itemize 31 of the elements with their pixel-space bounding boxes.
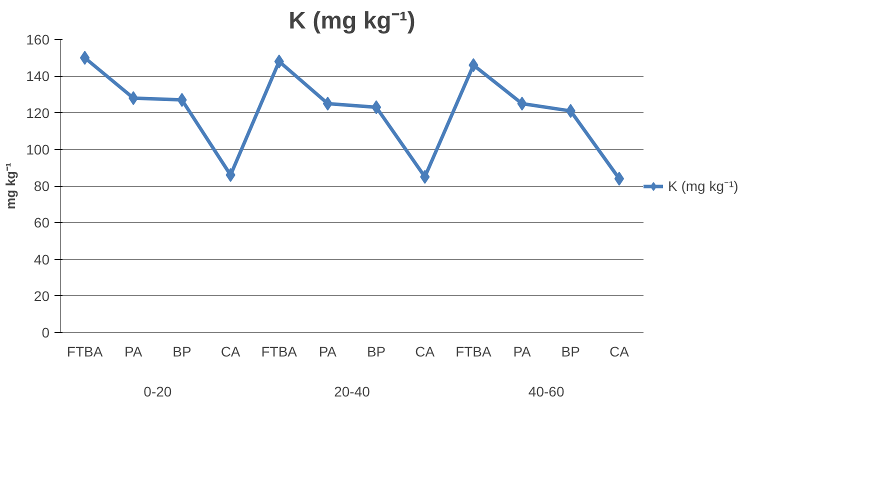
- text: 0-20: [144, 384, 172, 400]
- x-tick-label: FTBA: [456, 344, 492, 360]
- x-tick-label: BP: [172, 344, 192, 360]
- y-tick-label: 100: [26, 141, 50, 158]
- x-tick-label: PA: [318, 344, 338, 360]
- chart-title: K (mg kg⁻¹): [288, 8, 416, 34]
- y-tick-label: 0: [42, 324, 50, 340]
- text: 20-40: [334, 384, 370, 400]
- legend-label: K (mg kg⁻¹): [668, 177, 738, 195]
- text: 40-60: [528, 384, 564, 400]
- y-tick-label: 40: [34, 251, 50, 268]
- y-tick-label: 80: [34, 178, 50, 194]
- point: [80, 50, 90, 65]
- y-tick-label: 60: [34, 214, 50, 231]
- x-tick-label: CA: [609, 344, 630, 360]
- x-tick-label: FTBA: [261, 344, 298, 360]
- x-tick-label: FTBA: [66, 344, 104, 360]
- x-tick-label: CA: [415, 344, 436, 360]
- y-tick-label: 120: [26, 104, 50, 121]
- y-tick-label: 140: [26, 68, 50, 84]
- x-tick-label: CA: [220, 344, 241, 360]
- point: [322, 96, 333, 111]
- y-axis-title: mg kg⁻¹: [3, 162, 18, 210]
- y-tick-label: 20: [34, 288, 50, 304]
- x-tick-label: PA: [124, 344, 143, 360]
- point: [614, 172, 624, 186]
- x-tick-label: BP: [561, 344, 580, 360]
- y-tick-label: 160: [26, 32, 50, 48]
- x-tick-label: BP: [366, 344, 386, 360]
- point: [371, 100, 382, 114]
- x-tick-label: PA: [513, 344, 532, 360]
